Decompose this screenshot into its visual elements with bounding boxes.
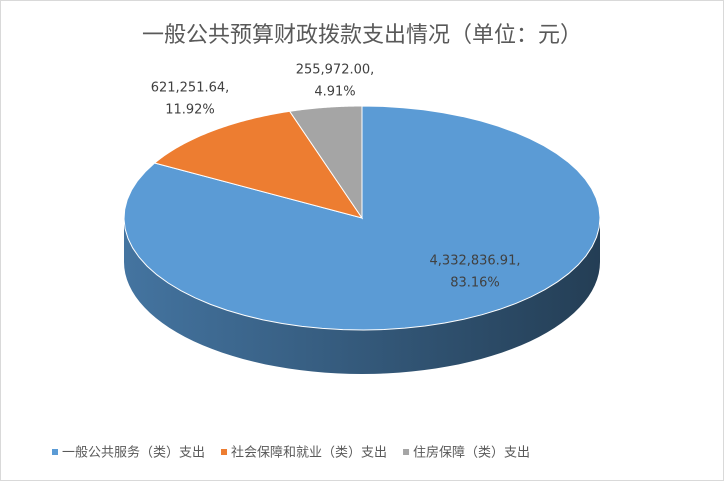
legend-swatch [52, 449, 58, 455]
legend-label: 一般公共服务（类）支出 [62, 445, 205, 461]
data-label: 4.91% [314, 85, 355, 100]
pie-slice [288, 105, 363, 220]
data-label: 621,251.64, [151, 81, 230, 96]
legend-swatch [403, 449, 410, 455]
pie-slice-side [124, 218, 600, 374]
data-labels: 4,332,836.91, 83.16% 621,251.64, 11.92% 255,… [151, 63, 521, 291]
data-label: 4,332,836.91, [430, 254, 521, 269]
pie-top [123, 105, 601, 331]
legend: 一般公共服务（类）支出 社会保障和就业（类）支出 住房保障（类）支出 [52, 445, 530, 461]
data-label: 11.92% [165, 103, 215, 118]
legend-label: 住房保障（类）支出 [413, 445, 530, 461]
pie-sides [124, 218, 600, 374]
legend-swatch [221, 449, 228, 455]
data-label: 255,972.00, [296, 63, 375, 78]
pie-slice [153, 110, 364, 219]
chart-title: 一般公共预算财政拨款支出情况（单位：元） [142, 23, 582, 48]
data-label: 83.16% [450, 276, 500, 291]
legend-label: 社会保障和就业（类）支出 [231, 445, 387, 461]
